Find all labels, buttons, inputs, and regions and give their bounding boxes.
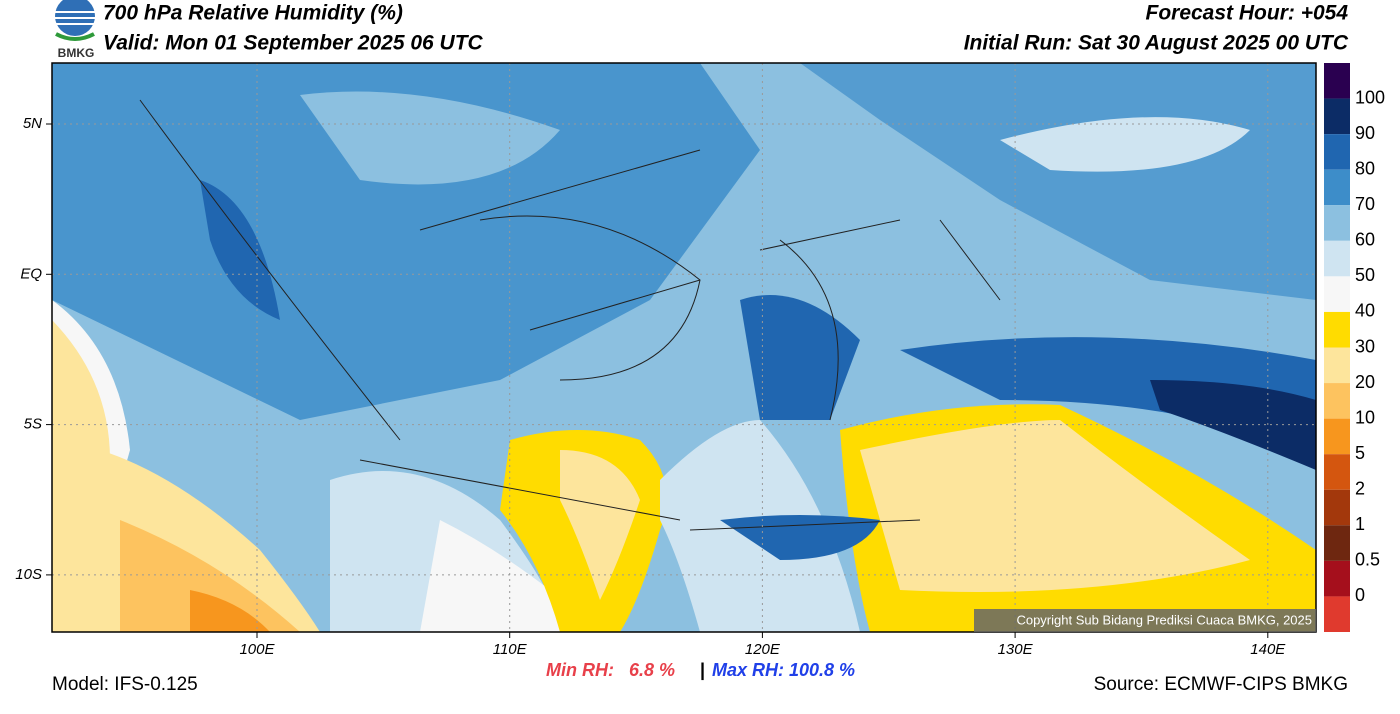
colorbar-box (1324, 454, 1350, 490)
lon-label: 130E (998, 641, 1034, 658)
colorbar-label: 5 (1355, 443, 1365, 463)
max-rh: Max RH: 100.8 % (712, 660, 855, 680)
lat-label: 5N (23, 115, 42, 132)
colorbar-box (1324, 489, 1350, 526)
colorbar-label: 90 (1355, 123, 1375, 143)
colorbar-box (1324, 276, 1350, 312)
colorbar-label: 70 (1355, 194, 1375, 214)
logo-text: BMKG (58, 46, 95, 60)
separator: | (700, 660, 705, 680)
source: Source: ECMWF-CIPS BMKG (1094, 674, 1348, 695)
colorbar-label: 0.5 (1355, 550, 1380, 570)
model: Model: IFS-0.125 (52, 674, 198, 695)
colorbar-label: 0 (1355, 585, 1365, 605)
colorbar-box (1324, 205, 1350, 241)
lat-label: 5S (24, 416, 42, 433)
colorbar-label: 1 (1355, 514, 1365, 534)
colorbar-label: 60 (1355, 230, 1375, 250)
colorbar-box (1324, 383, 1350, 419)
initial-run: Initial Run: Sat 30 August 2025 00 UTC (964, 32, 1349, 55)
graticule: 5N EQ 5S 10S 100E 110E 120E 130E 140E (15, 63, 1316, 658)
colorbar-box (1324, 63, 1350, 99)
colorbar-label: 80 (1355, 158, 1375, 178)
colorbar-label: 20 (1355, 372, 1375, 392)
lon-label: 100E (239, 641, 275, 658)
colorbar-box (1324, 240, 1350, 277)
colorbar-box (1324, 525, 1350, 561)
map-frame (51, 62, 1317, 633)
colorbar-box (1324, 134, 1350, 170)
colorbar-box (1324, 596, 1350, 632)
colorbar: 100 90 80 70 60 50 40 30 20 10 5 2 1 0.5 0 (1324, 63, 1385, 632)
colorbar-box (1324, 98, 1350, 135)
colorbar-box (1324, 560, 1350, 597)
valid-time: Valid: Mon 01 September 2025 06 UTC (103, 32, 484, 55)
humidity-field (52, 63, 1316, 632)
colorbar-box (1324, 169, 1350, 206)
colorbar-box (1324, 418, 1350, 455)
title: 700 hPa Relative Humidity (%) (103, 2, 403, 25)
colorbar-label: 100 (1355, 87, 1385, 107)
lon-label: 110E (493, 641, 528, 658)
copyright: Copyright Sub Bidang Prediksi Cuaca BMKG… (1016, 612, 1312, 627)
copyright-bg (974, 609, 1316, 632)
colorbar-label: 10 (1355, 407, 1375, 427)
lon-label: 120E (745, 641, 781, 658)
lat-label: EQ (20, 265, 42, 282)
lon-label: 140E (1250, 641, 1286, 658)
colorbar-box (1324, 347, 1350, 384)
colorbar-label: 40 (1355, 301, 1375, 321)
forecast-hour: Forecast Hour: +054 (1146, 2, 1349, 25)
logo: BMKG (55, 0, 95, 60)
lat-label: 10S (15, 566, 42, 583)
colorbar-label: 2 (1355, 479, 1365, 499)
colorbar-label: 50 (1355, 265, 1375, 285)
colorbar-label: 30 (1355, 336, 1375, 356)
min-rh: Min RH: 6.8 % (546, 660, 675, 680)
colorbar-box (1324, 311, 1350, 348)
